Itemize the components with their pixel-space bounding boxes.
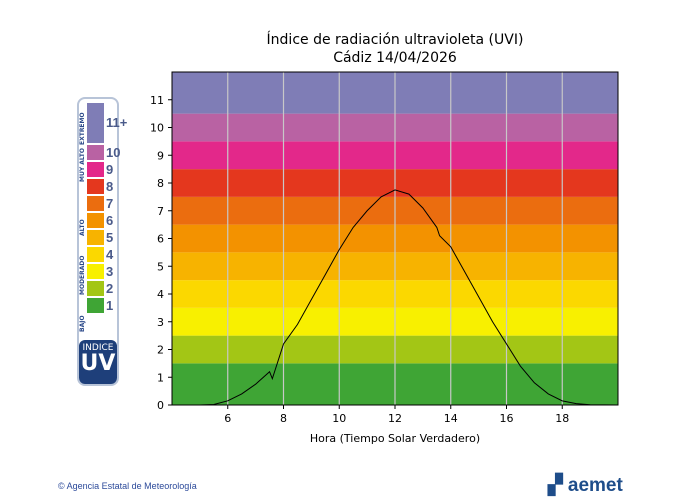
y-tick-label: 1 xyxy=(157,371,164,384)
legend-level-label: 10 xyxy=(106,144,121,160)
x-tick-label: 18 xyxy=(555,412,569,425)
indice-uv-badge: INDICE UV xyxy=(79,340,117,384)
y-tick-label: 10 xyxy=(150,122,164,135)
legend-category: MODERADO xyxy=(79,255,86,296)
x-tick-label: 10 xyxy=(332,412,346,425)
x-tick-label: 12 xyxy=(388,412,402,425)
legend-level-label: 7 xyxy=(106,195,114,211)
legend-swatch xyxy=(87,103,104,143)
uvi-line xyxy=(199,189,619,406)
legend-swatch xyxy=(87,247,104,262)
legend-swatch xyxy=(87,145,104,160)
legend-level-label: 1 xyxy=(106,297,114,313)
y-tick-label: 2 xyxy=(157,344,164,357)
y-tick-label: 9 xyxy=(157,149,164,162)
y-tick-label: 5 xyxy=(157,260,164,273)
x-axis-label: Hora (Tiempo Solar Verdadero) xyxy=(310,432,480,445)
y-tick-label: 7 xyxy=(157,205,164,218)
x-tick-label: 8 xyxy=(280,412,287,425)
legend-swatch xyxy=(87,162,104,177)
x-tick-label: 6 xyxy=(224,412,231,425)
chart-title: Índice de radiación ultravioleta (UVI) C… xyxy=(172,31,618,67)
y-tick-label: 11 xyxy=(150,94,164,107)
legend-level-label: 2 xyxy=(106,280,114,296)
legend-category: MUY ALTO xyxy=(79,148,86,182)
legend-level-label: 3 xyxy=(106,263,114,279)
legend-level-label: 8 xyxy=(106,178,114,194)
legend-level-label: 5 xyxy=(106,229,114,245)
legend-category: EXTREMO xyxy=(79,112,86,145)
y-tick-label: 3 xyxy=(157,316,164,329)
legend-swatch xyxy=(87,196,104,211)
y-tick-label: 8 xyxy=(157,177,164,190)
badge-bottom: UV xyxy=(80,351,116,376)
y-tick-label: 0 xyxy=(157,399,164,412)
x-tick-label: 14 xyxy=(444,412,458,425)
copyright-text: © Agencia Estatal de Meteorología xyxy=(58,481,197,491)
legend-level-label: 6 xyxy=(106,212,114,228)
badge-top: INDICE xyxy=(82,343,114,353)
x-tick-label: 16 xyxy=(500,412,514,425)
legend-category: ALTO xyxy=(79,219,86,236)
legend-level-label: 4 xyxy=(106,246,114,262)
plot-frame xyxy=(171,71,619,406)
legend-swatch xyxy=(87,213,104,228)
y-tick-label: 4 xyxy=(157,288,164,301)
legend-level-label: 9 xyxy=(106,161,114,177)
legend-swatch xyxy=(87,179,104,194)
legend-swatch xyxy=(87,230,104,245)
legend-swatch xyxy=(87,298,104,313)
y-tick-label: 6 xyxy=(157,233,164,246)
uv-scale-legend: 11+ 10 9 8 7 6 5 4 3 2 1 EXTREMO MUY ALTO ALTO MODERAD… xyxy=(77,97,127,386)
legend-category: BAJO xyxy=(79,315,86,332)
legend-level-label: 11+ xyxy=(106,115,128,130)
logo-text: aemet xyxy=(567,475,623,496)
title: Índice de radiación ultravioleta (UVI) xyxy=(266,32,524,48)
aemet-logo: ▞ aemet xyxy=(548,475,623,496)
legend-swatch xyxy=(87,264,104,279)
subtitle: Cádiz 14/04/2026 xyxy=(333,50,457,66)
legend-swatch xyxy=(87,281,104,296)
